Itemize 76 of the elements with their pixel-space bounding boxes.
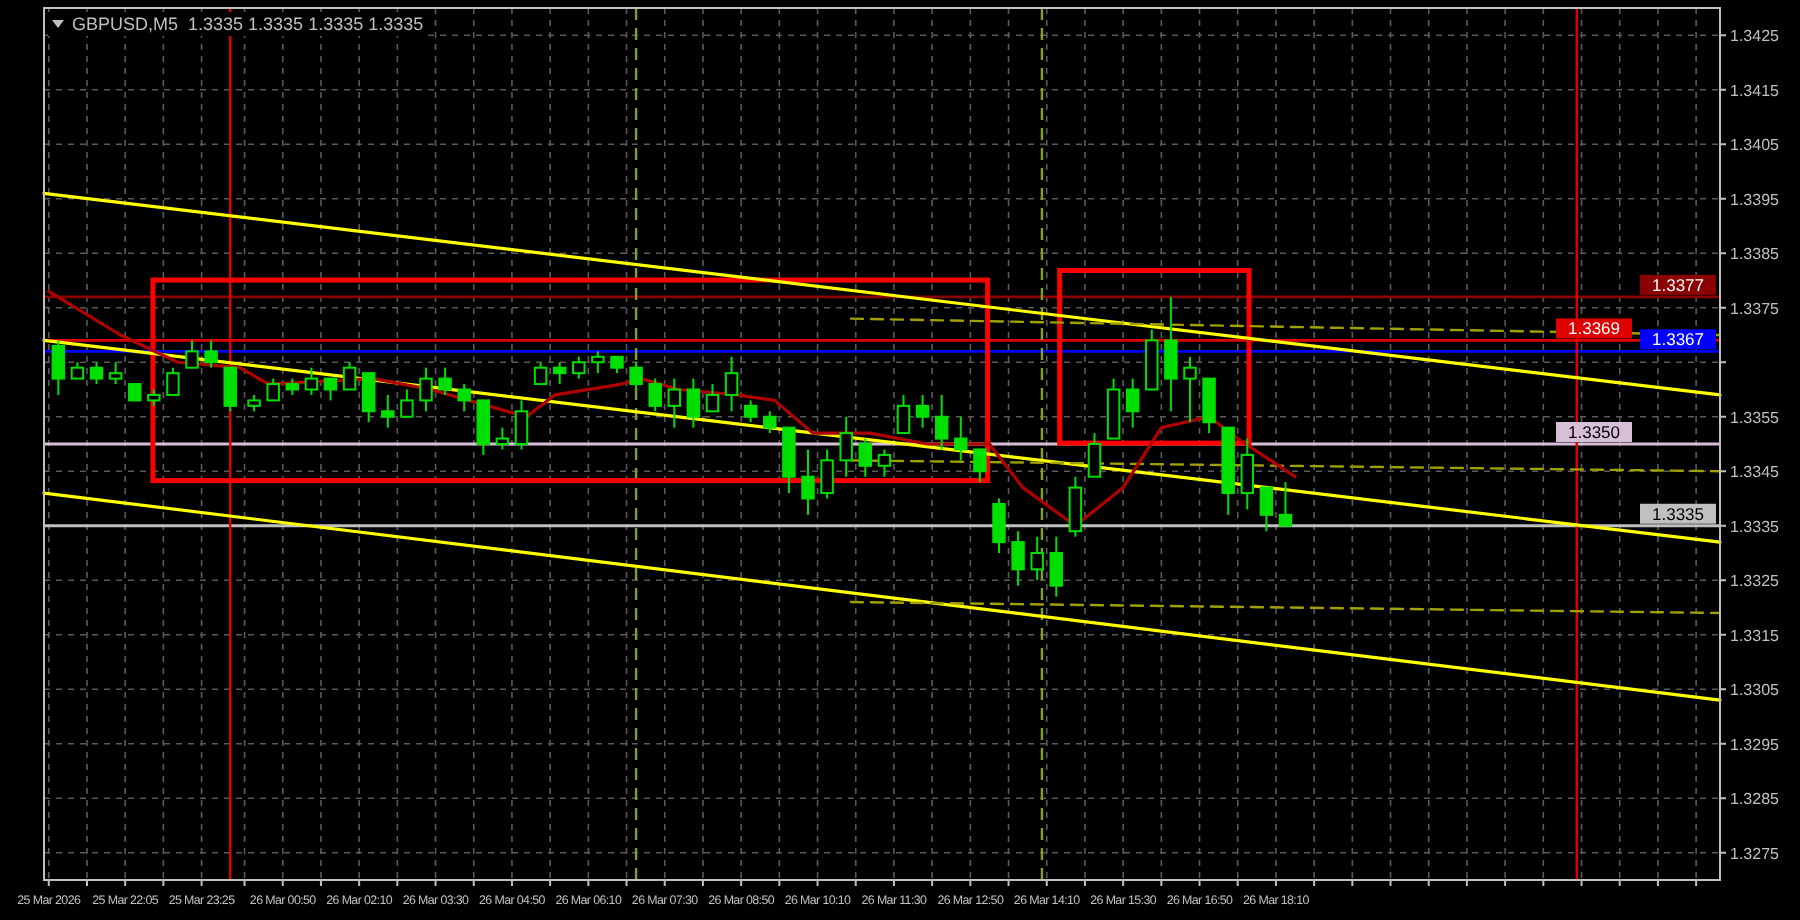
candlestick <box>1030 535 1044 582</box>
candlestick <box>743 399 758 424</box>
y-tick-label: 1.3325 <box>1730 572 1781 591</box>
candlestick <box>89 361 104 386</box>
y-tick-label: 1.3355 <box>1730 408 1781 427</box>
candlestick <box>166 366 180 396</box>
candlestick <box>223 366 237 413</box>
candlestick <box>342 361 357 391</box>
candlestick <box>1183 355 1197 424</box>
candlestick <box>185 339 199 369</box>
candlestick <box>801 448 815 516</box>
candlestick <box>877 448 892 478</box>
candlestick <box>495 426 510 451</box>
candlestick <box>1125 377 1140 429</box>
candlestick <box>108 361 123 386</box>
candlestick <box>266 377 280 402</box>
candlestick <box>954 415 968 462</box>
candlestick <box>323 377 338 402</box>
candlestick <box>51 339 66 396</box>
candlestick <box>1087 432 1102 478</box>
y-tick-label: 1.3425 <box>1730 27 1781 46</box>
candlestick <box>934 393 949 451</box>
candlestick <box>858 437 873 478</box>
candlestick <box>820 448 834 500</box>
candlestick <box>400 388 414 418</box>
candlestick <box>304 366 319 396</box>
y-tick-label: 1.3275 <box>1730 844 1781 863</box>
candlestick <box>763 410 777 435</box>
ref-line-label: 1.3335 <box>1652 503 1705 524</box>
candlestick <box>476 399 491 456</box>
ref-line-label: 1.3367 <box>1652 329 1705 350</box>
y-tick-label: 1.3335 <box>1730 517 1781 536</box>
y-tick-label: 1.3415 <box>1730 81 1781 100</box>
candlestick <box>1164 295 1178 413</box>
y-tick-label: 1.3285 <box>1730 790 1781 809</box>
candlestick <box>724 355 739 413</box>
y-tick-label: 1.3385 <box>1730 245 1781 264</box>
candlestick <box>572 355 586 380</box>
candlestick <box>438 366 452 396</box>
candlestick <box>457 383 471 413</box>
candlestick <box>552 361 567 386</box>
candlestick <box>381 393 395 429</box>
y-tick-label: 1.3375 <box>1730 299 1781 318</box>
y-tick-label: 1.3305 <box>1730 681 1781 700</box>
ref-line-label: 1.3377 <box>1652 274 1705 295</box>
candlestick <box>705 383 720 413</box>
candlestick <box>973 448 987 484</box>
candlestick <box>839 415 853 478</box>
candlestick <box>667 377 682 429</box>
y-tick-label: 1.3395 <box>1730 190 1781 209</box>
y-tick-label: 1.3345 <box>1730 463 1781 482</box>
candlestick <box>514 399 529 451</box>
candlestick <box>1202 377 1216 435</box>
candlestick <box>686 377 701 429</box>
ref-line-label: 1.3369 <box>1568 318 1621 339</box>
chart-title: GBPUSD,M5 1.3335 1.3335 1.3335 1.3335 <box>72 14 424 34</box>
candlestick <box>419 366 433 413</box>
candlestick <box>1259 486 1274 533</box>
candlestick <box>915 393 930 429</box>
candlestick <box>1068 475 1083 538</box>
candlestick <box>1240 437 1255 511</box>
candlestick <box>1011 530 1025 587</box>
candlestick <box>1049 535 1064 598</box>
candlestick <box>361 372 376 424</box>
candlestick <box>591 350 605 375</box>
candlestick <box>533 361 548 386</box>
y-tick-label: 1.3405 <box>1730 136 1781 155</box>
y-tick-label: 1.3295 <box>1730 735 1781 754</box>
candlestick <box>896 393 911 435</box>
y-tick-label: 1.3315 <box>1730 626 1781 645</box>
candlestick <box>648 377 662 413</box>
candlestick <box>1278 481 1293 527</box>
candlestick <box>992 497 1006 554</box>
candlestick <box>204 339 218 369</box>
candlestick <box>629 361 643 391</box>
ref-line-label: 1.3350 <box>1568 422 1621 442</box>
